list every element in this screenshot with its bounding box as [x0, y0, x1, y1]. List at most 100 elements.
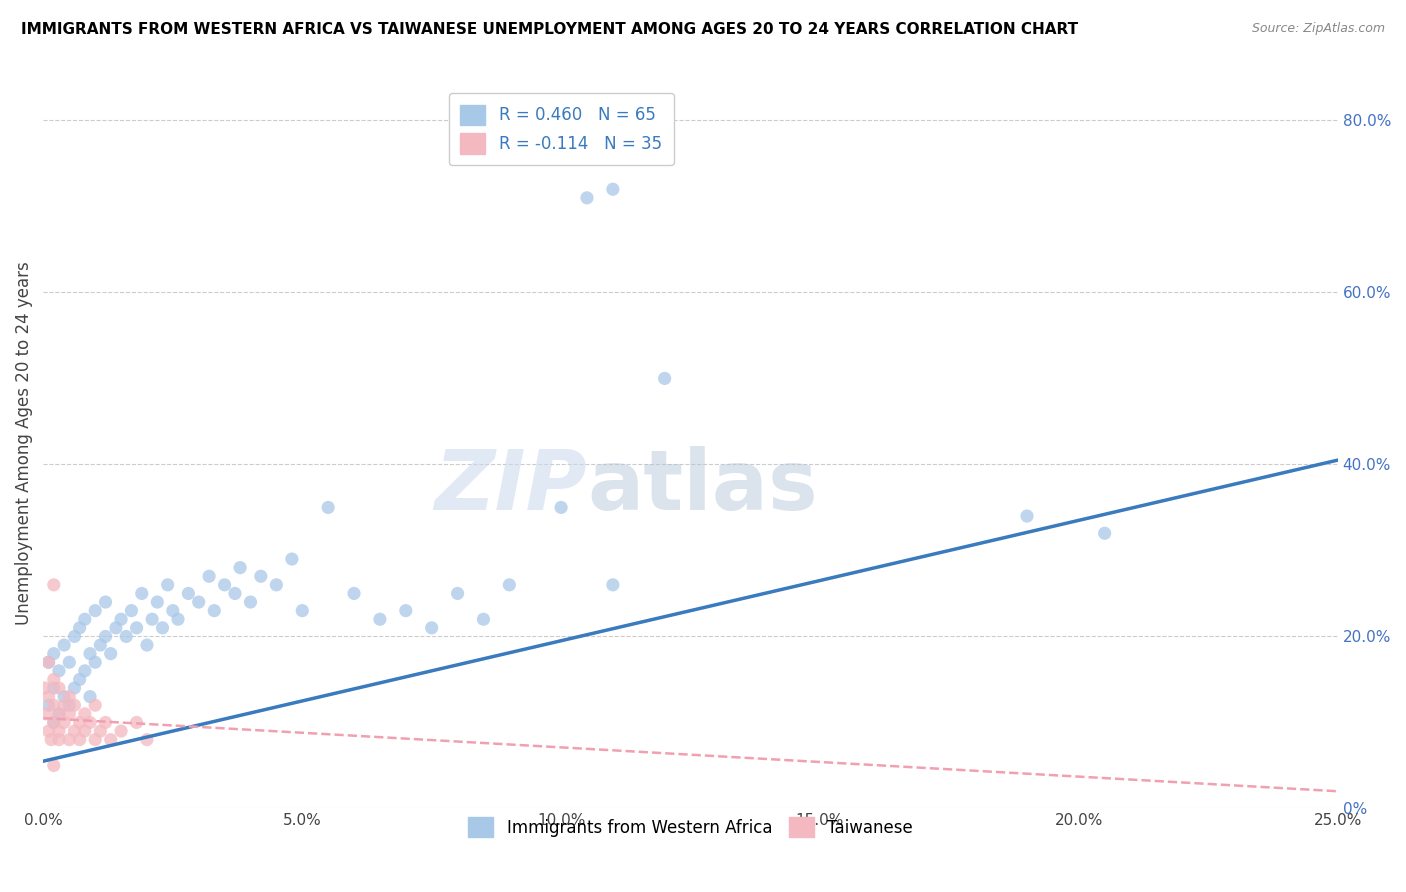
- Point: [368, 612, 391, 626]
- Point: [53, 698, 76, 713]
- Point: [34, 681, 56, 695]
- Text: Source: ZipAtlas.com: Source: ZipAtlas.com: [1251, 22, 1385, 36]
- Point: [58, 655, 80, 669]
- Point: [79, 690, 101, 704]
- Point: [48, 732, 70, 747]
- Point: [79, 715, 101, 730]
- Point: [343, 586, 366, 600]
- Point: [125, 621, 148, 635]
- Point: [110, 612, 132, 626]
- Point: [239, 595, 262, 609]
- Point: [136, 638, 159, 652]
- Point: [42, 647, 65, 661]
- Point: [575, 191, 598, 205]
- Point: [48, 724, 70, 739]
- Point: [187, 595, 209, 609]
- Point: [250, 569, 273, 583]
- Point: [48, 706, 70, 721]
- Point: [162, 604, 184, 618]
- Point: [42, 681, 65, 695]
- Point: [69, 715, 91, 730]
- Point: [53, 690, 76, 704]
- Point: [79, 647, 101, 661]
- Point: [654, 371, 676, 385]
- Point: [94, 595, 117, 609]
- Point: [94, 715, 117, 730]
- Text: ZIP: ZIP: [434, 446, 586, 527]
- Point: [602, 182, 624, 196]
- Point: [42, 715, 65, 730]
- Point: [42, 673, 65, 687]
- Point: [146, 595, 169, 609]
- Point: [177, 586, 200, 600]
- Point: [446, 586, 468, 600]
- Text: atlas: atlas: [586, 446, 818, 527]
- Point: [131, 586, 153, 600]
- Point: [1015, 509, 1038, 524]
- Point: [53, 715, 76, 730]
- Point: [38, 724, 60, 739]
- Point: [84, 604, 107, 618]
- Point: [266, 578, 288, 592]
- Point: [84, 698, 107, 713]
- Point: [58, 698, 80, 713]
- Point: [198, 569, 221, 583]
- Point: [136, 732, 159, 747]
- Point: [224, 586, 246, 600]
- Text: IMMIGRANTS FROM WESTERN AFRICA VS TAIWANESE UNEMPLOYMENT AMONG AGES 20 TO 24 YEA: IMMIGRANTS FROM WESTERN AFRICA VS TAIWAN…: [21, 22, 1078, 37]
- Point: [73, 612, 96, 626]
- Point: [214, 578, 236, 592]
- Point: [38, 698, 60, 713]
- Point: [120, 604, 142, 618]
- Point: [58, 690, 80, 704]
- Point: [167, 612, 190, 626]
- Point: [63, 630, 86, 644]
- Y-axis label: Unemployment Among Ages 20 to 24 years: Unemployment Among Ages 20 to 24 years: [15, 261, 32, 624]
- Point: [42, 698, 65, 713]
- Legend: Immigrants from Western Africa, Taiwanese: Immigrants from Western Africa, Taiwanes…: [461, 810, 920, 844]
- Point: [35, 706, 58, 721]
- Point: [125, 715, 148, 730]
- Point: [69, 621, 91, 635]
- Point: [100, 647, 122, 661]
- Point: [104, 621, 127, 635]
- Point: [69, 673, 91, 687]
- Point: [63, 698, 86, 713]
- Point: [89, 724, 111, 739]
- Point: [58, 706, 80, 721]
- Point: [69, 732, 91, 747]
- Point: [53, 638, 76, 652]
- Point: [94, 630, 117, 644]
- Point: [316, 500, 339, 515]
- Point: [550, 500, 572, 515]
- Point: [115, 630, 138, 644]
- Point: [48, 681, 70, 695]
- Point: [63, 724, 86, 739]
- Point: [38, 690, 60, 704]
- Point: [141, 612, 163, 626]
- Point: [602, 578, 624, 592]
- Point: [281, 552, 304, 566]
- Point: [63, 681, 86, 695]
- Point: [73, 706, 96, 721]
- Point: [73, 724, 96, 739]
- Point: [38, 655, 60, 669]
- Point: [202, 604, 225, 618]
- Point: [84, 655, 107, 669]
- Point: [395, 604, 418, 618]
- Point: [84, 732, 107, 747]
- Point: [152, 621, 174, 635]
- Point: [42, 758, 65, 772]
- Point: [42, 578, 65, 592]
- Point: [420, 621, 443, 635]
- Point: [110, 724, 132, 739]
- Point: [89, 638, 111, 652]
- Point: [39, 732, 62, 747]
- Point: [156, 578, 179, 592]
- Point: [229, 560, 252, 574]
- Point: [42, 715, 65, 730]
- Point: [38, 655, 60, 669]
- Point: [1094, 526, 1116, 541]
- Point: [58, 732, 80, 747]
- Point: [472, 612, 495, 626]
